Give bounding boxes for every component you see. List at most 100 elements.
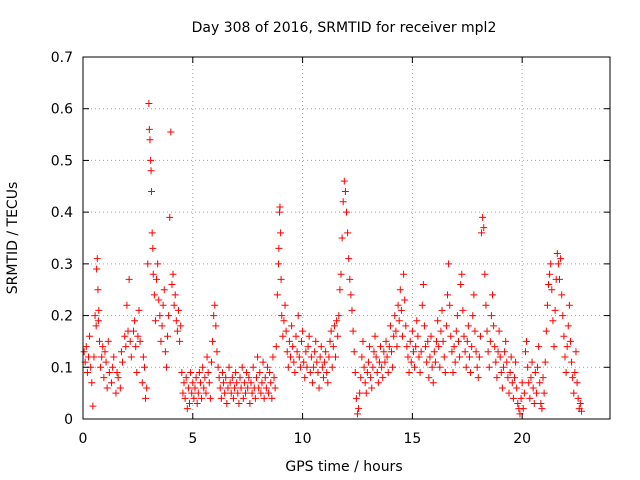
data-point (414, 332, 422, 340)
data-point (277, 229, 285, 237)
data-point (275, 244, 283, 252)
data-point (476, 332, 484, 340)
data-point (344, 229, 352, 237)
data-point (485, 363, 493, 371)
data-point (549, 317, 557, 325)
data-point (268, 394, 276, 402)
data-point (358, 353, 366, 361)
data-point (229, 394, 237, 402)
data-point (407, 358, 415, 366)
data-point (147, 167, 155, 175)
data-point (270, 374, 278, 382)
data-point (494, 348, 502, 356)
data-point (305, 332, 313, 340)
data-point (379, 374, 387, 382)
data-point (125, 275, 133, 283)
data-point (231, 384, 239, 392)
data-point (493, 374, 501, 382)
data-point (478, 229, 486, 237)
data-point (158, 322, 166, 330)
data-point (445, 260, 453, 268)
data-point (449, 368, 457, 376)
data-point (451, 358, 459, 366)
data-point (310, 363, 318, 371)
data-point (239, 394, 247, 402)
data-point (123, 301, 131, 309)
data-point (251, 394, 259, 402)
data-point (500, 363, 508, 371)
data-point (162, 363, 170, 371)
data-point (448, 348, 456, 356)
data-point (539, 374, 547, 382)
data-point (112, 389, 120, 397)
y-tick-label: 0.5 (51, 153, 73, 169)
data-point (391, 312, 399, 320)
data-point (246, 399, 254, 407)
data-point (495, 327, 503, 335)
data-point (521, 348, 529, 356)
data-point (501, 348, 509, 356)
data-point (380, 348, 388, 356)
data-point (452, 327, 460, 335)
data-point (133, 368, 141, 376)
data-point (91, 312, 99, 320)
data-point (461, 348, 469, 356)
data-point (483, 327, 491, 335)
data-point (474, 374, 482, 382)
data-point (382, 337, 390, 345)
data-point (408, 327, 416, 335)
data-point (300, 358, 308, 366)
plot-area (82, 56, 611, 420)
data-point (190, 394, 198, 402)
data-point (191, 384, 199, 392)
data-point (442, 322, 450, 330)
data-point (371, 332, 379, 340)
data-point (166, 213, 174, 221)
data-point (514, 399, 522, 407)
data-point (369, 363, 377, 371)
data-point (336, 286, 344, 294)
data-point (489, 291, 497, 299)
data-point (409, 348, 417, 356)
data-point (237, 384, 245, 392)
data-point (557, 255, 565, 263)
data-point (570, 389, 578, 397)
data-point (243, 368, 251, 376)
data-point (207, 358, 215, 366)
data-point (301, 374, 309, 382)
data-point (148, 229, 156, 237)
data-point (427, 332, 435, 340)
data-point (108, 379, 116, 387)
data-point (178, 368, 186, 376)
data-point (99, 343, 107, 351)
data-point (86, 332, 94, 340)
y-tick-label: 0.1 (51, 360, 73, 376)
x-tick-label: 5 (188, 431, 197, 447)
data-point (188, 389, 196, 397)
data-point (378, 363, 386, 371)
data-point (370, 348, 378, 356)
data-point (471, 327, 479, 335)
data-point (168, 281, 176, 289)
data-point (332, 353, 340, 361)
data-point (381, 358, 389, 366)
data-point (357, 374, 365, 382)
data-point (167, 128, 175, 136)
data-point (263, 363, 271, 371)
data-point (132, 343, 140, 351)
data-point (304, 343, 312, 351)
y-tick-labels: 0 0.1 0.2 0.3 0.4 0.5 0.6 0.7 (51, 50, 73, 428)
data-point (527, 374, 535, 382)
data-point (576, 399, 584, 407)
data-point (294, 312, 302, 320)
data-point (507, 353, 515, 361)
data-point (194, 389, 202, 397)
data-point (316, 353, 324, 361)
y-axis-title: SRMTID / TECUs (5, 182, 21, 295)
data-point (437, 327, 445, 335)
data-point (524, 363, 532, 371)
data-point (418, 301, 426, 309)
data-point (184, 384, 192, 392)
data-point (140, 363, 148, 371)
data-point (393, 343, 401, 351)
